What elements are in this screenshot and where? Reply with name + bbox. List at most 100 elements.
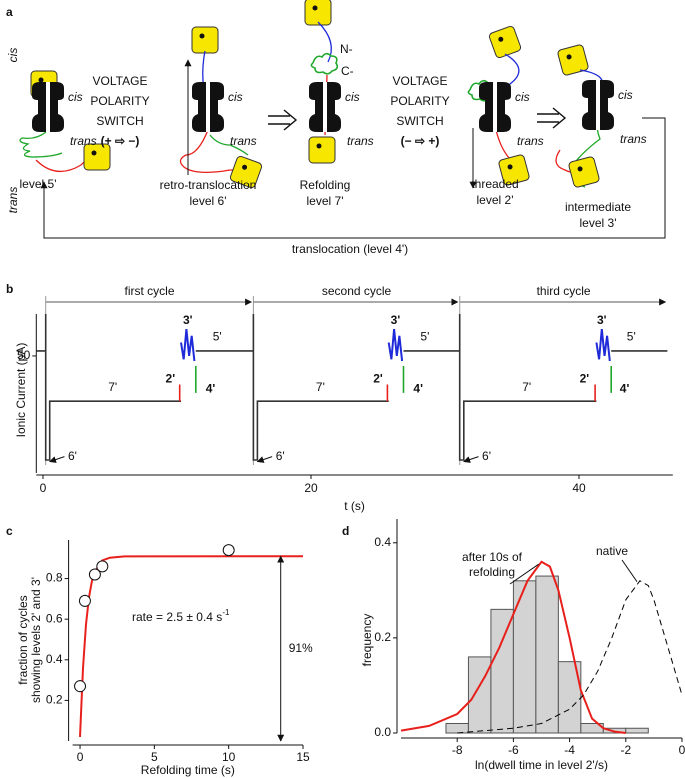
x-tick-label: 0 — [40, 481, 47, 495]
pore-channel — [323, 82, 327, 132]
span-label: 91% — [289, 641, 313, 655]
pore-channel — [206, 82, 210, 132]
data-point — [88, 568, 101, 581]
panel-letter: d — [342, 524, 349, 538]
side-tag: trans — [230, 134, 257, 148]
side-label: cis — [6, 48, 20, 63]
data-point — [222, 544, 235, 557]
cycle-label: third cycle — [537, 284, 591, 298]
y-tick-label: 0.4 — [46, 652, 63, 666]
level-label: 6' — [276, 449, 285, 463]
x-tick-label: 15 — [296, 750, 310, 764]
x-tick-label: 10 — [222, 750, 236, 764]
cycle-label: first cycle — [125, 284, 175, 298]
curve-annotation: after 10s of — [462, 550, 523, 564]
x-tick-label: -6 — [508, 743, 519, 757]
protein-domain — [229, 155, 263, 189]
domain-box — [568, 156, 600, 188]
y-tick-label: 0.6 — [46, 611, 63, 625]
y-tick-label: 0.2 — [46, 693, 63, 707]
x-tick-label: -8 — [452, 743, 463, 757]
domain-dot — [91, 150, 97, 156]
switch-text: POLARITY — [90, 94, 149, 108]
domain-box — [498, 154, 530, 186]
protein-domain — [557, 44, 589, 76]
pore-channel — [596, 80, 600, 130]
polypeptide — [209, 134, 249, 156]
domain-dot — [507, 164, 513, 170]
histogram-bar — [535, 575, 559, 734]
domain-dot — [242, 164, 248, 170]
data-point — [74, 680, 87, 693]
rate-annotation: rate = 2.5 ± 0.4 s-1 — [132, 608, 230, 624]
protein-domain — [488, 25, 522, 59]
density-curve — [400, 560, 626, 734]
x-tick-label: 0 — [77, 750, 84, 764]
nanopore — [582, 80, 614, 130]
domain-box — [488, 25, 522, 59]
data-point — [78, 594, 91, 607]
level-label: 3' — [183, 313, 193, 327]
domain-dot — [316, 143, 322, 149]
level-pointer — [49, 456, 65, 463]
histogram-bar — [490, 608, 514, 734]
x-axis-label: Refolding time (s) — [141, 763, 235, 777]
x-tick-label: -2 — [620, 743, 631, 757]
level-label: 6' — [68, 449, 77, 463]
domain-box — [557, 44, 589, 76]
level-label: 7' — [108, 380, 117, 394]
level-pointer — [256, 456, 273, 463]
switch-text: VOLTAGE — [93, 74, 148, 88]
y-axis-label: fraction of cycles — [16, 595, 30, 684]
y-tick-label: 0.4 — [374, 535, 391, 549]
density-curve — [457, 580, 683, 734]
domain-box — [304, 0, 332, 26]
level-label: 2' — [580, 372, 590, 386]
polypeptide — [179, 129, 243, 174]
level-label: 2' — [166, 372, 176, 386]
y-axis-label: showing levels 2' and 3' — [29, 577, 43, 703]
domain-dot — [577, 166, 583, 172]
y-tick-label: 50 — [17, 348, 31, 362]
rate-unit: -1 — [222, 608, 230, 617]
y-tick-label: 0.0 — [374, 725, 391, 739]
level-label: 4' — [206, 382, 216, 396]
side-tag: cis — [515, 90, 530, 104]
state-label: level 3' — [580, 216, 617, 230]
switch-text: VOLTAGE — [393, 74, 448, 88]
x-tick-label: 0 — [679, 743, 685, 757]
level-label: 7' — [522, 380, 531, 394]
protein-domain — [191, 26, 219, 54]
process-arrow — [268, 109, 298, 131]
side-tag: cis — [618, 88, 633, 102]
level-label: 7' — [316, 380, 325, 394]
polypeptide — [317, 21, 332, 63]
polypeptide — [19, 131, 63, 158]
terminus: N- — [340, 42, 353, 56]
level-label: 4' — [620, 382, 630, 396]
state-label: level 6' — [190, 194, 227, 208]
switch-text: (− ⇨ +) — [401, 134, 440, 148]
domain-dot — [199, 33, 205, 39]
nanopore — [32, 82, 64, 132]
histogram-bar — [625, 727, 649, 734]
cycle-label: second cycle — [322, 284, 392, 298]
panel-letter: b — [6, 282, 13, 296]
y-axis-label: Ionic Current (pA) — [14, 343, 28, 438]
domain-dot — [498, 36, 504, 42]
return-path — [40, 117, 666, 239]
fit-curve — [79, 555, 304, 737]
histogram-bar — [445, 722, 469, 734]
folded-domain — [310, 52, 339, 75]
annotation-pointer — [621, 559, 638, 583]
y-tick-label: 0.8 — [46, 571, 63, 585]
level-label: 2' — [373, 372, 383, 386]
protein-domain — [308, 136, 336, 164]
trace — [36, 314, 668, 461]
state-label: intermediate — [565, 200, 631, 214]
side-tag: cis — [228, 90, 243, 104]
process-arrow — [537, 107, 567, 129]
domain-box — [308, 136, 336, 164]
level-pointer — [463, 456, 479, 463]
